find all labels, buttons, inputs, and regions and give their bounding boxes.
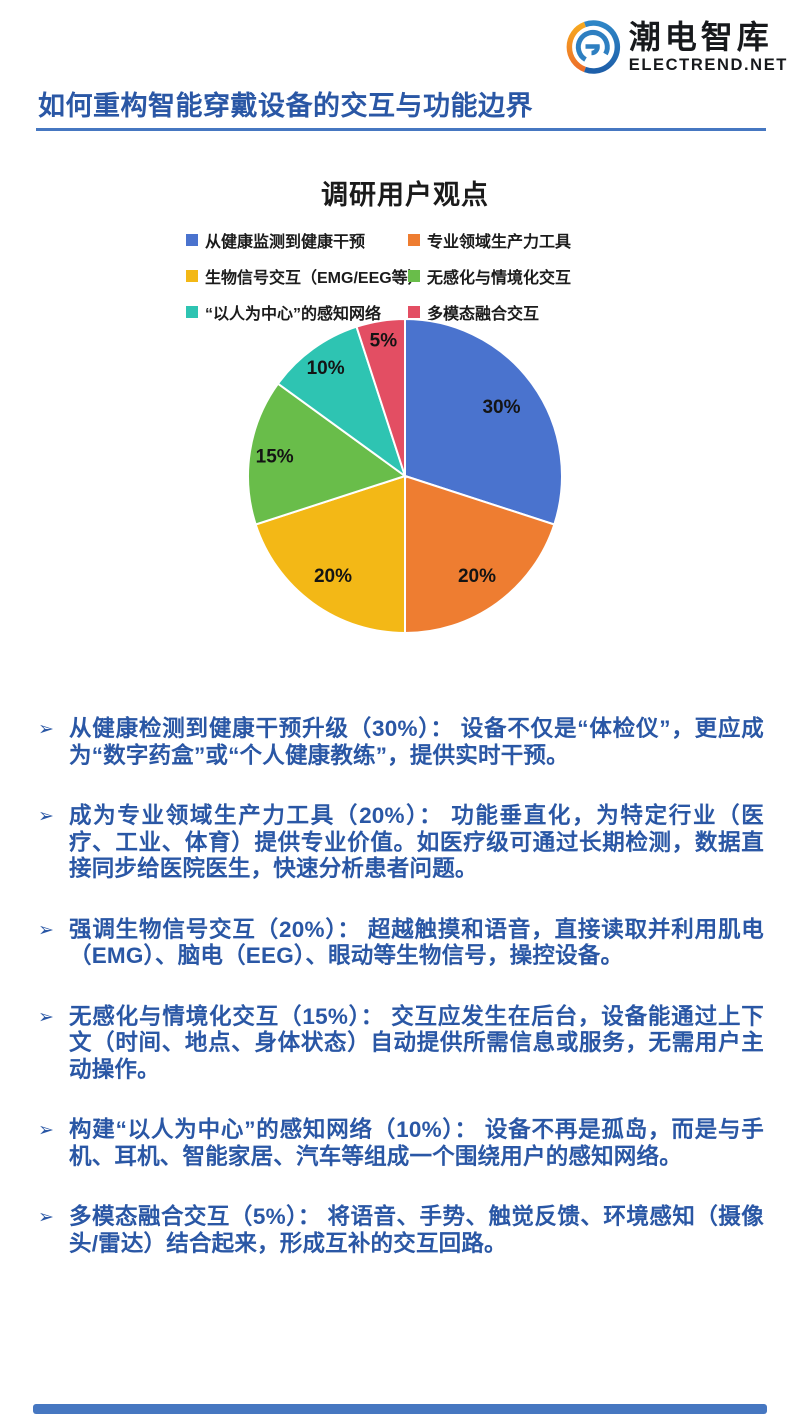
pie-label: 10% [307, 358, 345, 379]
legend-swatch [186, 270, 198, 282]
pie-slice [247, 382, 408, 526]
list-item: ➢ 从健康检测到健康干预升级（30%）： 设备不仅是“体检仪”，更应成为“数字药… [38, 716, 764, 769]
legend-swatch [408, 270, 420, 282]
pie-label: 15% [256, 446, 294, 467]
legend-swatch [408, 234, 420, 246]
legend-item: 专业领域生产力工具 [408, 228, 571, 252]
legend-item: 从健康监测到健康干预 [186, 228, 408, 252]
pie-slice [404, 317, 563, 526]
pie-slice [254, 474, 406, 635]
legend-item: “以人为中心”的感知网络 [186, 300, 408, 324]
legend-swatch [408, 306, 420, 318]
pie-chart: 30% 20% 20% 15% 10% 5% [247, 317, 563, 635]
pie-slice [276, 325, 407, 479]
pie-slice [355, 317, 406, 477]
chart-legend: 从健康监测到健康干预 专业领域生产力工具生物信号交互（EMG/EEG等） 无感化与情… [186, 228, 571, 324]
bullet-text: 强调生物信号交互（20%）： 超越触摸和语音，直接读取并利用肌电（EMG）、脑电… [69, 916, 764, 969]
pie-label: 30% [482, 397, 520, 418]
list-item: ➢ 成为专业领域生产力工具（20%）： 功能垂直化，为特定行业（医疗、工业、体育… [38, 803, 764, 883]
insights-list: ➢ 从健康检测到健康干预升级（30%）： 设备不仅是“体检仪”，更应成为“数字药… [38, 716, 764, 1291]
bullet-text: 无感化与情境化交互（15%）： 交互应发生在后台，设备能通过上下文（时间、地点、… [69, 1003, 764, 1082]
bullet-arrow-icon: ➢ [38, 1006, 54, 1028]
bullet-arrow-icon: ➢ [38, 719, 54, 740]
brand-domain: ELECTREND.NET [628, 55, 788, 74]
legend-label: 无感化与情境化交互 [427, 270, 572, 287]
legend-label: 专业领域生产力工具 [427, 234, 572, 251]
bullet-arrow-icon: ➢ [38, 1120, 54, 1141]
legend-label: 多模态融合交互 [427, 306, 540, 323]
brand-logo: 潮电智库 ELECTREND.NET [564, 18, 788, 76]
footer-bar [33, 1404, 767, 1414]
pie-label: 20% [458, 566, 496, 587]
legend-swatch [186, 234, 198, 246]
legend-item: 多模态融合交互 [408, 300, 571, 324]
legend-swatch [186, 306, 198, 318]
bullet-text: 多模态融合交互（5%）： 将语音、手势、触觉反馈、环境感知（摄像头/雷达）结合起… [69, 1204, 764, 1256]
legend-item: 无感化与情境化交互 [408, 264, 571, 288]
pie-slice [404, 474, 556, 635]
bullet-arrow-icon: ➢ [38, 806, 54, 827]
bullet-arrow-icon: ➢ [38, 1207, 54, 1228]
legend-label: 从健康监测到健康干预 [205, 234, 366, 251]
list-item: ➢ 构建“以人为中心”的感知网络（10%）： 设备不再是孤岛，而是与手机、耳机、… [38, 1117, 764, 1170]
page-title: 如何重构智能穿戴设备的交互与功能边界 [38, 91, 533, 121]
list-item: ➢ 多模态融合交互（5%）： 将语音、手势、触觉反馈、环境感知（摄像头/雷达）结… [38, 1204, 764, 1257]
title-underline [36, 128, 766, 131]
pie-label: 5% [370, 331, 398, 352]
list-item: ➢ 无感化与情境化交互（15%）： 交互应发生在后台，设备能通过上下文（时间、地… [38, 1004, 764, 1084]
chart-title: 调研用户观点 [321, 180, 489, 210]
pie-label: 20% [314, 566, 352, 587]
brand-text: 潮电智库 ELECTREND.NET [629, 21, 788, 73]
list-item: ➢ 强调生物信号交互（20%）： 超越触摸和语音，直接读取并利用肌电（EMG）、… [38, 917, 764, 970]
legend-item: 生物信号交互（EMG/EEG等） [186, 264, 424, 288]
brand-name: 潮电智库 [628, 18, 773, 55]
legend-label: 生物信号交互（EMG/EEG等） [205, 270, 424, 287]
bullet-arrow-icon: ➢ [38, 919, 54, 941]
bullet-text: 构建“以人为中心”的感知网络（10%）： 设备不再是孤岛，而是与手机、耳机、智能… [69, 1117, 764, 1169]
bullet-text: 成为专业领域生产力工具（20%）： 功能垂直化，为特定行业（医疗、工业、体育）提… [69, 803, 764, 881]
legend-label: “以人为中心”的感知网络 [205, 306, 382, 323]
electrend-logo-icon [566, 20, 620, 74]
bullet-text: 从健康检测到健康干预升级（30%）： 设备不仅是“体检仪”，更应成为“数字药盒”… [69, 716, 764, 768]
